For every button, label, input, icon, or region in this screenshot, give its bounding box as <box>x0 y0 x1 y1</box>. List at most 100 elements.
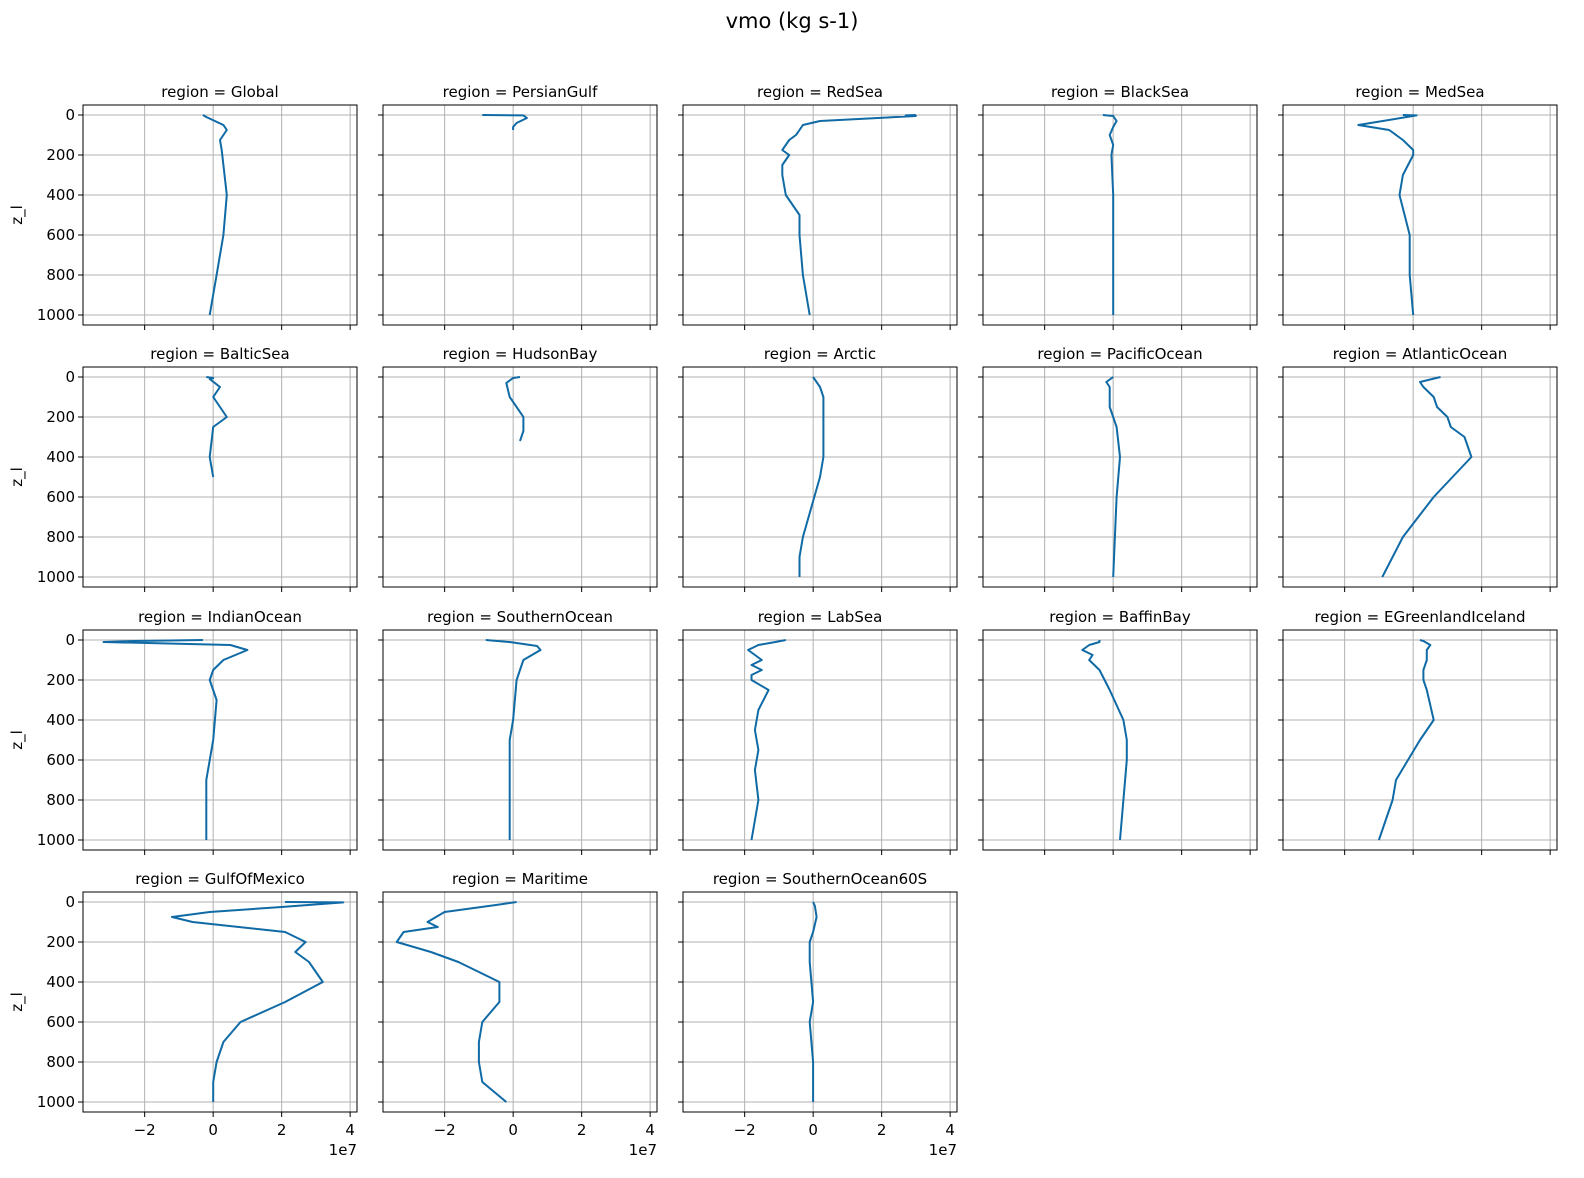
plot-frame <box>982 104 1258 326</box>
y-tick-label: 0 <box>65 368 75 386</box>
plot-frame <box>382 104 658 326</box>
y-tick-label: 1000 <box>37 1093 75 1111</box>
y-tick-label: 800 <box>46 528 75 546</box>
series-line <box>781 114 917 316</box>
panel-arctic: region = Arctic <box>678 345 958 592</box>
figure-suptitle: vmo (kg s-1) <box>726 9 859 33</box>
plot-frame <box>682 366 958 588</box>
y-tick-label: 200 <box>46 146 75 164</box>
panel-title: region = PersianGulf <box>443 83 598 101</box>
x-tick-label: 4 <box>645 1121 655 1139</box>
plot-frame <box>982 366 1258 588</box>
plot-frame <box>1282 366 1558 588</box>
panel-gulfofmexico: region = GulfOfMexico 0 200 400 600 800 1000 z_… <box>8 870 358 1159</box>
panel-atlanticocean: region = AtlanticOcean <box>1278 345 1558 592</box>
panel-indianocean: region = IndianOcean 0 200 400 600 800 1000 z_l <box>8 608 358 855</box>
plot-frame <box>682 104 958 326</box>
panel-title: region = BlackSea <box>1051 83 1189 101</box>
x-tick-label: 2 <box>577 1121 587 1139</box>
panel-balticsea: region = BalticSea 0 200 400 600 800 1000 z_l <box>8 345 358 592</box>
panel-title: region = PacificOcean <box>1037 345 1202 363</box>
panel-southernocean60s: region = SouthernOcean60S −2 0 2 4 1e7 <box>678 870 958 1159</box>
x-offset-label: 1e7 <box>329 1141 357 1159</box>
y-tick-label: 1000 <box>37 306 75 324</box>
x-offset-label: 1e7 <box>629 1141 657 1159</box>
plot-frame <box>82 104 358 326</box>
plot-frame <box>82 891 358 1113</box>
series-line <box>202 114 228 316</box>
x-tick-label: −2 <box>434 1121 456 1139</box>
x-tick-label: 2 <box>277 1121 287 1139</box>
panel-hudsonbay: region = HudsonBay <box>378 345 658 592</box>
plot-frame <box>82 366 358 588</box>
x-tick-label: 4 <box>945 1121 955 1139</box>
y-axis-label: z_l <box>8 205 27 225</box>
y-tick-label: 200 <box>46 408 75 426</box>
panel-title: region = BaffinBay <box>1049 608 1191 626</box>
y-tick-label: 200 <box>46 671 75 689</box>
plot-frame <box>1282 104 1558 326</box>
plot-frame <box>682 629 958 851</box>
y-tick-label: 600 <box>46 751 75 769</box>
series-line <box>482 114 528 130</box>
x-tick-label: 2 <box>877 1121 887 1139</box>
series-line <box>1105 376 1121 578</box>
series-line <box>1081 640 1128 841</box>
plot-frame <box>382 366 658 588</box>
y-tick-label: 200 <box>46 933 75 951</box>
panel-title: region = AtlanticOcean <box>1333 345 1508 363</box>
series-line <box>395 901 517 1103</box>
series-line <box>171 901 345 1102</box>
y-tick-label: 400 <box>46 448 75 466</box>
panel-title: region = Maritime <box>452 870 588 888</box>
plot-frame <box>682 891 958 1113</box>
plot-frame <box>82 629 358 851</box>
series-line <box>747 639 786 841</box>
series-line <box>485 639 542 840</box>
plot-frame <box>982 629 1258 851</box>
y-axis-label: z_l <box>8 992 27 1012</box>
y-tick-label: 0 <box>65 106 75 124</box>
y-tick-label: 0 <box>65 893 75 911</box>
panel-medsea: region = MedSea <box>1278 83 1558 330</box>
y-tick-label: 600 <box>46 488 75 506</box>
y-axis-label: z_l <box>8 730 27 750</box>
panel-title: region = BalticSea <box>150 345 289 363</box>
facet-grid: region = Global02004006008001000z_lregio… <box>8 83 1558 1159</box>
panel-title: region = SouthernOcean <box>427 608 613 626</box>
y-tick-label: 600 <box>46 226 75 244</box>
plot-frame <box>382 629 658 851</box>
panel-title: region = EGreenlandIceland <box>1314 608 1525 626</box>
x-tick-label: 0 <box>208 1121 218 1139</box>
y-tick-label: 0 <box>65 631 75 649</box>
panel-labsea: region = LabSea <box>678 608 958 855</box>
series-line <box>206 376 228 478</box>
panel-title: region = Arctic <box>764 345 876 363</box>
panel-redsea: region = RedSea <box>678 83 958 330</box>
x-tick-label: −2 <box>734 1121 756 1139</box>
series-line <box>1357 114 1418 316</box>
panel-global: region = Global 0 200 400 600 800 1000 z_l <box>8 83 358 330</box>
x-tick-label: 0 <box>508 1121 518 1139</box>
panel-title: region = MedSea <box>1355 83 1484 101</box>
y-tick-label: 400 <box>46 711 75 729</box>
panel-maritime: region = Maritime −2 0 2 4 1e7 <box>378 870 658 1159</box>
y-tick-label: 1000 <box>37 568 75 586</box>
y-tick-label: 800 <box>46 266 75 284</box>
y-tick-label: 400 <box>46 186 75 204</box>
series-line <box>798 376 825 577</box>
panel-title: region = SouthernOcean60S <box>713 870 927 888</box>
panel-title: region = LabSea <box>758 608 883 626</box>
y-tick-label: 1000 <box>37 831 75 849</box>
x-tick-label: 0 <box>808 1121 818 1139</box>
x-offset-label: 1e7 <box>929 1141 957 1159</box>
y-axis-label: z_l <box>8 467 27 487</box>
panel-title: region = RedSea <box>757 83 883 101</box>
y-tick-label: 800 <box>46 1053 75 1071</box>
panel-title: region = HudsonBay <box>443 345 598 363</box>
panel-title: region = IndianOcean <box>138 608 302 626</box>
series-line <box>1102 114 1118 315</box>
y-tick-label: 400 <box>46 973 75 991</box>
series-line <box>1381 376 1473 578</box>
